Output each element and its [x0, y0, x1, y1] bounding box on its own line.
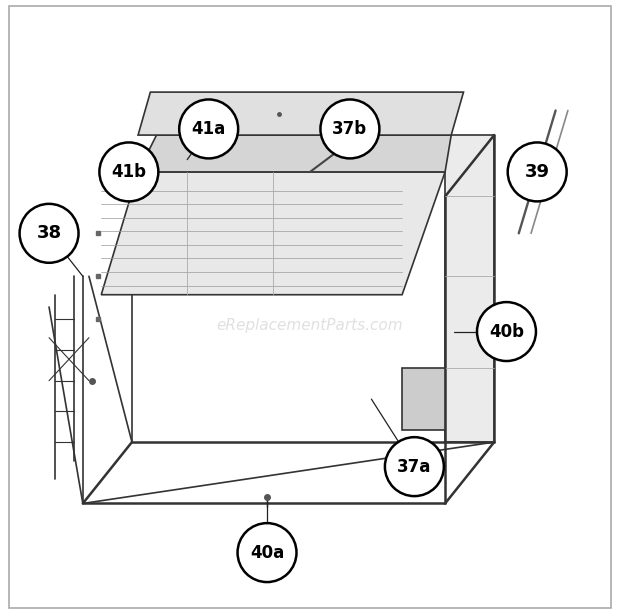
Text: 41a: 41a — [192, 120, 226, 138]
Text: 40b: 40b — [489, 322, 524, 341]
Text: eReplacementParts.com: eReplacementParts.com — [216, 318, 404, 333]
Text: 37a: 37a — [397, 457, 432, 476]
Circle shape — [477, 302, 536, 361]
Circle shape — [508, 142, 567, 201]
Circle shape — [99, 142, 158, 201]
Polygon shape — [402, 368, 445, 430]
Polygon shape — [138, 135, 451, 172]
Polygon shape — [101, 172, 445, 295]
Text: 39: 39 — [525, 163, 550, 181]
Text: 38: 38 — [37, 224, 61, 243]
Text: 41b: 41b — [112, 163, 146, 181]
Text: 37b: 37b — [332, 120, 368, 138]
Circle shape — [237, 523, 296, 582]
Text: 40a: 40a — [250, 543, 284, 562]
Circle shape — [321, 99, 379, 158]
Circle shape — [385, 437, 444, 496]
Circle shape — [20, 204, 79, 263]
Circle shape — [179, 99, 238, 158]
Polygon shape — [138, 92, 464, 135]
Polygon shape — [445, 135, 494, 442]
